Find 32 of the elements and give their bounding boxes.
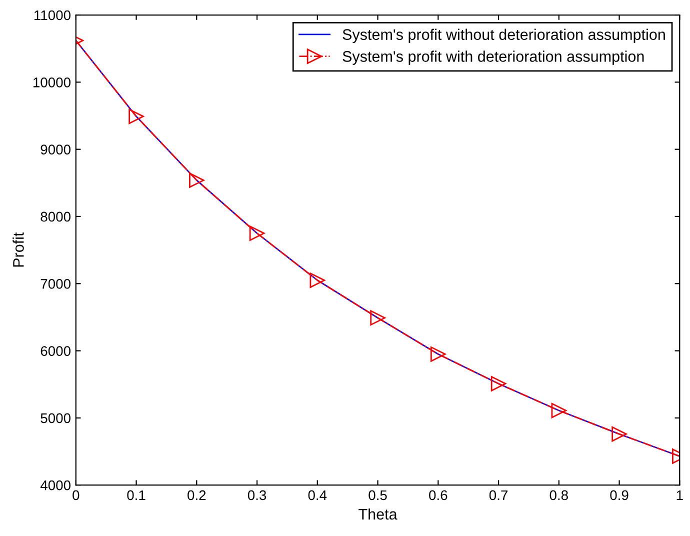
x-tick-label: 0.2 [188, 490, 206, 500]
legend-label: System's profit without deterioration assumption [342, 28, 665, 43]
x-tick-label: 0.7 [489, 490, 508, 500]
y-tick-label: 4000 [40, 480, 70, 490]
point [430, 346, 446, 362]
y-tick-label: 10000 [33, 77, 70, 88]
y-axis-title: Profit [12, 232, 24, 267]
x-tick-label: 0.8 [550, 490, 568, 500]
point [310, 272, 326, 288]
point [551, 402, 567, 418]
x-tick-label: 0.9 [610, 490, 628, 500]
x-tick-label: 0.1 [127, 490, 146, 500]
y-tick-label: 6000 [40, 346, 70, 356]
x-tick-label: 0.4 [308, 490, 327, 500]
x-tick-label: 0 [72, 490, 80, 500]
y-tick-label: 5000 [40, 413, 70, 424]
y-tick-label: 11000 [34, 10, 70, 20]
point [370, 310, 386, 326]
y-tick-label: 8000 [40, 212, 70, 222]
x-tick-label: 1 [676, 490, 683, 500]
point [612, 426, 627, 442]
x-tick-label: 0.6 [429, 490, 448, 500]
point [189, 172, 204, 188]
point [490, 376, 506, 392]
x-axis-title: Theta [358, 508, 398, 520]
y-tick-label: 9000 [40, 144, 70, 154]
x-tick-label: 0.3 [248, 490, 266, 500]
point [128, 108, 144, 124]
point [249, 226, 265, 241]
legend-label: System's profit with deterioration assumption [342, 50, 644, 65]
x-tick-label: 0.5 [368, 490, 387, 500]
y-tick-label: 7000 [40, 278, 70, 289]
